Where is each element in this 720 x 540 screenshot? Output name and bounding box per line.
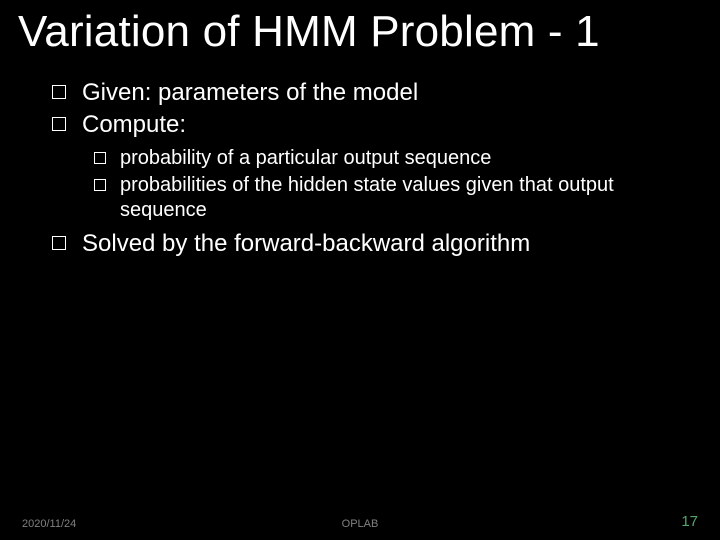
list-item: Solved by the forward-backward algorithm: [52, 229, 702, 259]
bullet-text: probability of a particular output seque…: [120, 146, 491, 171]
checkbox-icon: [52, 236, 66, 250]
footer-date: 2020/11/24: [22, 518, 76, 530]
bullet-text: probabilities of the hidden state values…: [120, 173, 702, 223]
bullet-text: Solved by the forward-backward algorithm: [82, 229, 530, 259]
page-number: 17: [681, 513, 698, 530]
list-item: Compute:: [52, 110, 702, 140]
checkbox-icon: [94, 179, 106, 191]
list-item: probabilities of the hidden state values…: [52, 173, 702, 223]
checkbox-icon: [52, 117, 66, 131]
slide-footer: 2020/11/24 OPLAB 17: [0, 513, 720, 530]
checkbox-icon: [52, 85, 66, 99]
bullet-text: Given: parameters of the model: [82, 78, 418, 108]
bullet-list: Given: parameters of the model Compute: …: [18, 78, 702, 259]
footer-center: OPLAB: [342, 518, 379, 530]
bullet-text: Compute:: [82, 110, 186, 140]
checkbox-icon: [94, 152, 106, 164]
slide-title: Variation of HMM Problem - 1: [18, 8, 702, 56]
list-item: Given: parameters of the model: [52, 78, 702, 108]
list-item: probability of a particular output seque…: [52, 146, 702, 171]
slide: Variation of HMM Problem - 1 Given: para…: [0, 0, 720, 540]
